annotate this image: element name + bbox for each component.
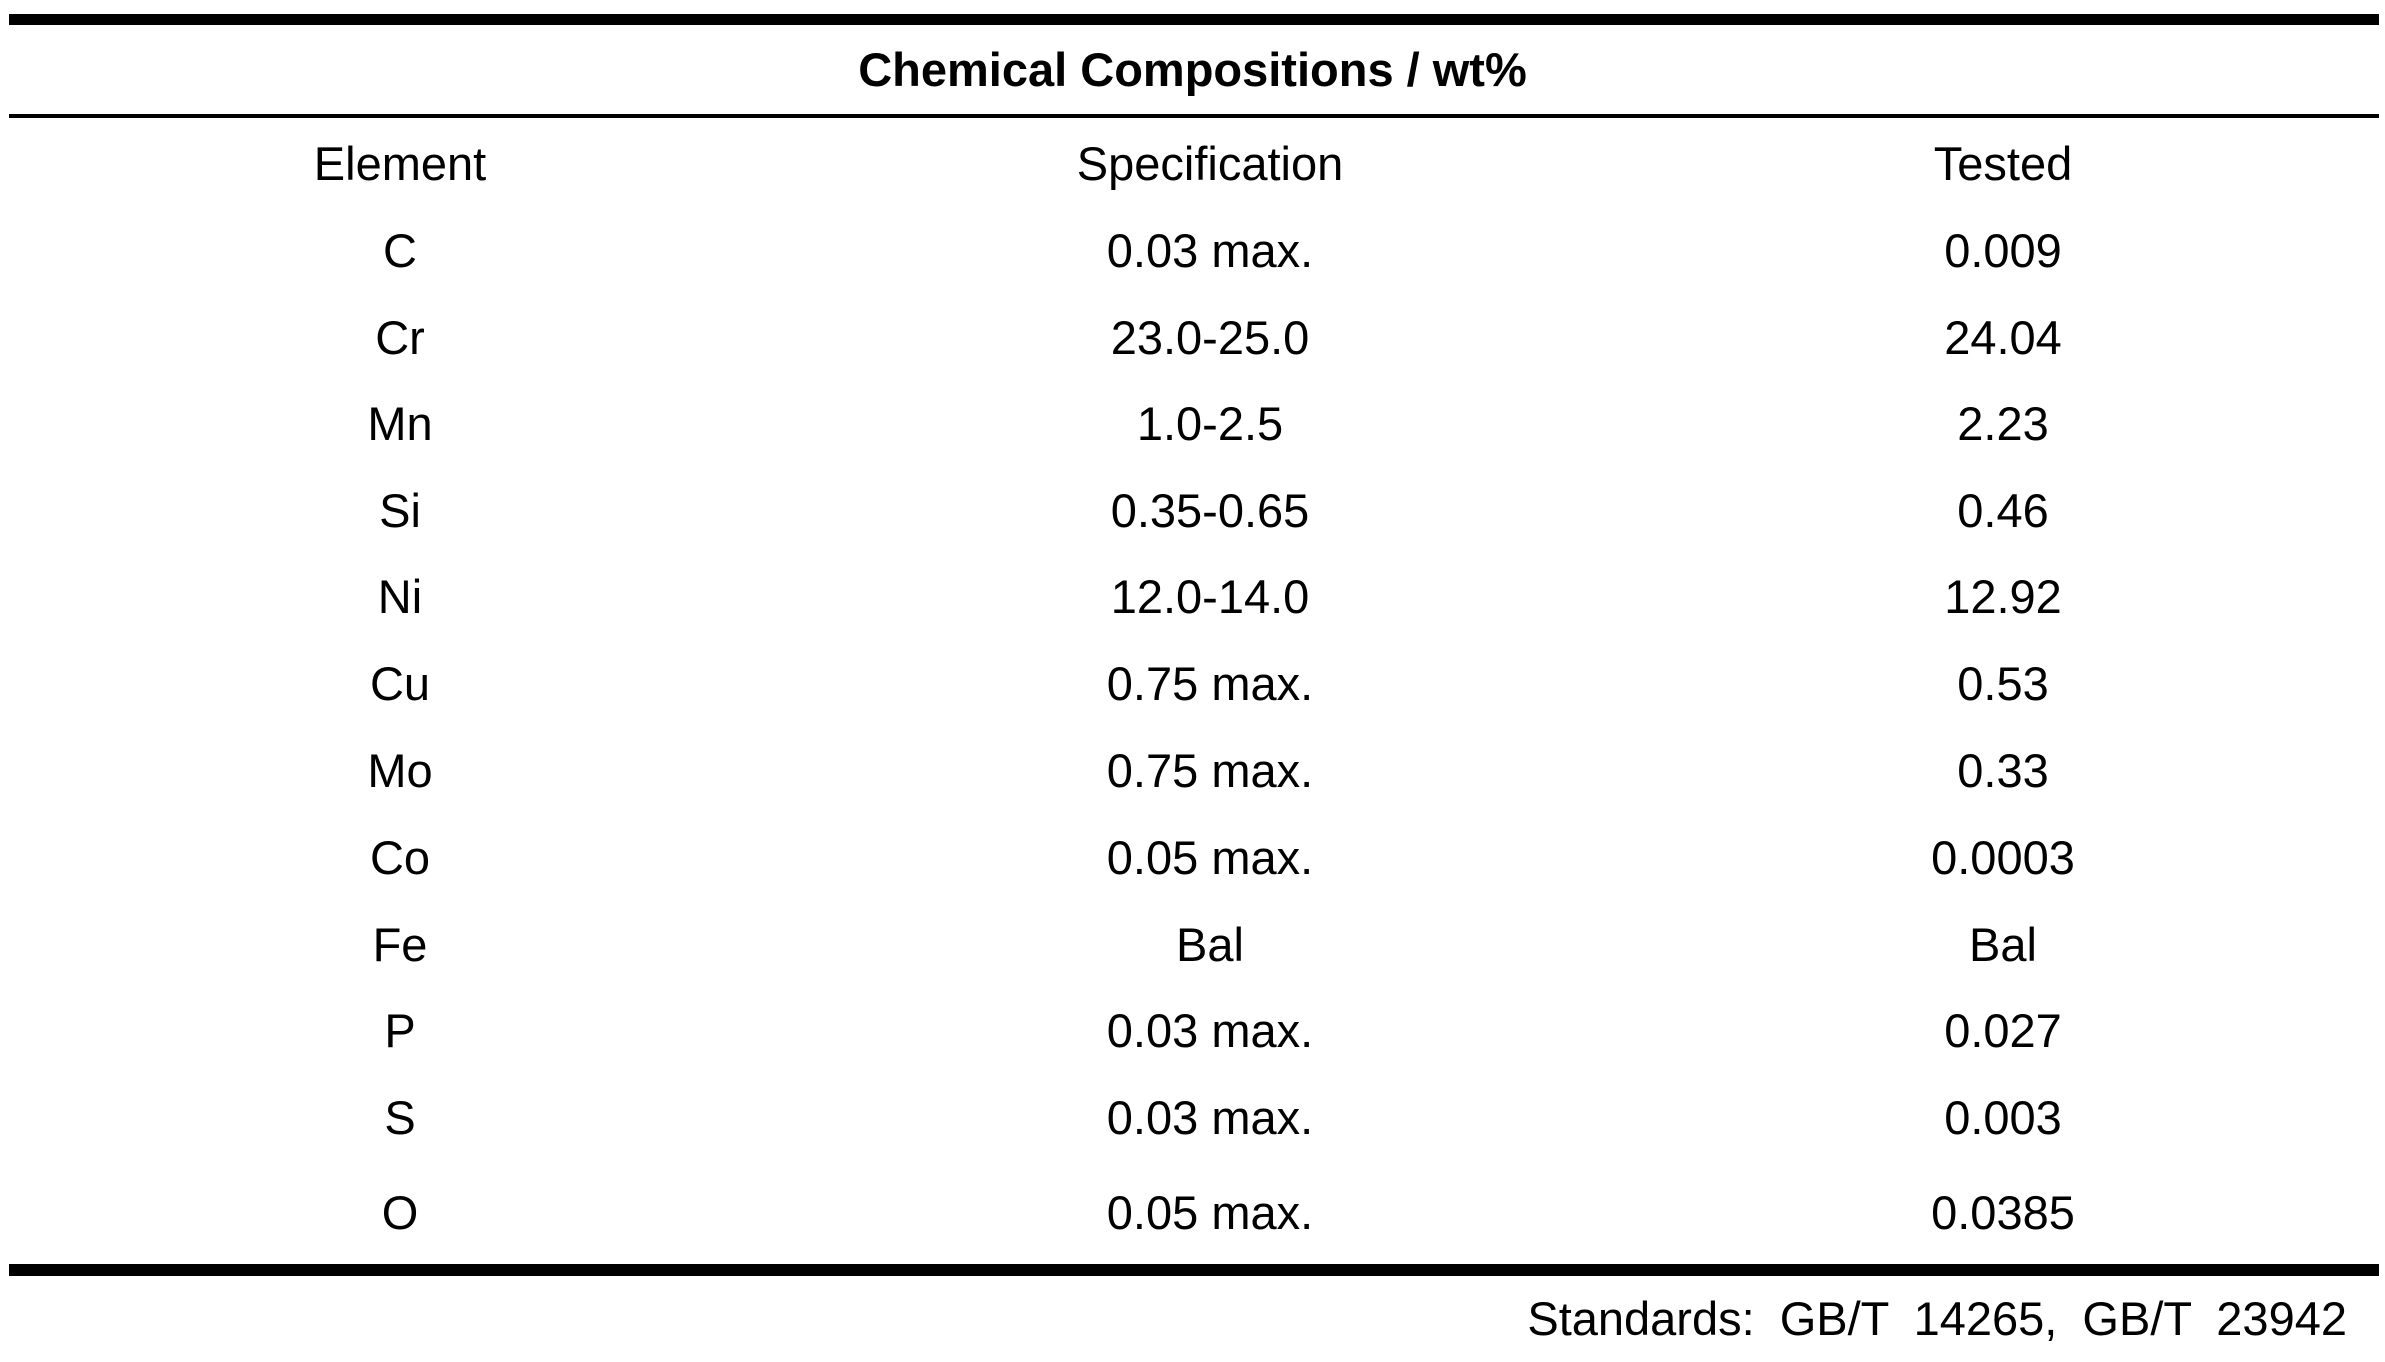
cell-specification: 0.05 max. xyxy=(1106,1186,1314,1239)
table-row: O 0.05 max. 0.0385 xyxy=(0,1170,2385,1256)
cell-tested: 0.003 xyxy=(1944,1091,2062,1144)
table-row: Mo 0.75 max. 0.33 xyxy=(0,728,2385,814)
table-row: Si 0.35-0.65 0.46 xyxy=(0,468,2385,554)
cell-tested: 0.46 xyxy=(1957,484,2049,537)
cell-specification: 0.03 max. xyxy=(1106,224,1314,277)
cell-tested: 0.33 xyxy=(1957,744,2049,797)
cell-tested: 0.53 xyxy=(1957,657,2049,710)
cell-specification: 0.03 max. xyxy=(1106,1091,1314,1144)
table-row: C 0.03 max. 0.009 xyxy=(0,208,2385,294)
cell-element: Co xyxy=(369,831,431,884)
table-row: Fe Bal Bal xyxy=(0,902,2385,988)
cell-tested: Bal xyxy=(1969,918,2037,971)
header-element: Element xyxy=(313,137,487,190)
cell-tested: 0.0385 xyxy=(1931,1186,2075,1239)
cell-specification: 0.75 max. xyxy=(1106,744,1314,797)
cell-element: Cu xyxy=(369,657,431,710)
table-title: Chemical Compositions / wt% xyxy=(858,43,1527,96)
cell-specification: 0.03 max. xyxy=(1106,1004,1314,1057)
standards-footnote: Standards: GB/T 14265, GB/T 23942 xyxy=(1527,1292,2347,1345)
cell-specification: 1.0-2.5 xyxy=(1136,397,1284,450)
cell-element: C xyxy=(383,224,417,277)
header-specification: Specification xyxy=(1076,137,1344,190)
table-row: S 0.03 max. 0.003 xyxy=(0,1075,2385,1161)
cell-specification: Bal xyxy=(1176,918,1244,971)
table-header-row: Element Specification Tested xyxy=(0,121,2385,207)
cell-tested: 2.23 xyxy=(1957,397,2049,450)
title-divider-rule xyxy=(9,114,2379,118)
table-bottom-rule xyxy=(9,1264,2379,1276)
cell-element: Ni xyxy=(377,570,423,623)
cell-element: Si xyxy=(379,484,421,537)
cell-element: S xyxy=(384,1091,416,1144)
table-row: Co 0.05 max. 0.0003 xyxy=(0,815,2385,901)
cell-specification: 0.75 max. xyxy=(1106,657,1314,710)
table-row: Ni 12.0-14.0 12.92 xyxy=(0,554,2385,640)
cell-specification: 12.0-14.0 xyxy=(1110,570,1310,623)
cell-tested: 12.92 xyxy=(1944,570,2062,623)
cell-tested: 24.04 xyxy=(1944,311,2062,364)
cell-element: Mn xyxy=(367,397,433,450)
cell-tested: 0.027 xyxy=(1944,1004,2062,1057)
cell-specification: 0.35-0.65 xyxy=(1110,484,1310,537)
cell-element: Fe xyxy=(372,918,428,971)
cell-element: Mo xyxy=(367,744,433,797)
table-row: P 0.03 max. 0.027 xyxy=(0,988,2385,1074)
table-row: Mn 1.0-2.5 2.23 xyxy=(0,381,2385,467)
table-row: Cu 0.75 max. 0.53 xyxy=(0,641,2385,727)
cell-specification: 0.05 max. xyxy=(1106,831,1314,884)
table-top-rule xyxy=(9,14,2379,25)
cell-specification: 23.0-25.0 xyxy=(1110,311,1310,364)
cell-element: O xyxy=(381,1186,419,1239)
cell-element: P xyxy=(384,1004,416,1057)
cell-element: Cr xyxy=(375,311,425,364)
table-row: Cr 23.0-25.0 24.04 xyxy=(0,295,2385,381)
cell-tested: 0.009 xyxy=(1944,224,2062,277)
header-tested: Tested xyxy=(1933,137,2073,190)
cell-tested: 0.0003 xyxy=(1931,831,2075,884)
